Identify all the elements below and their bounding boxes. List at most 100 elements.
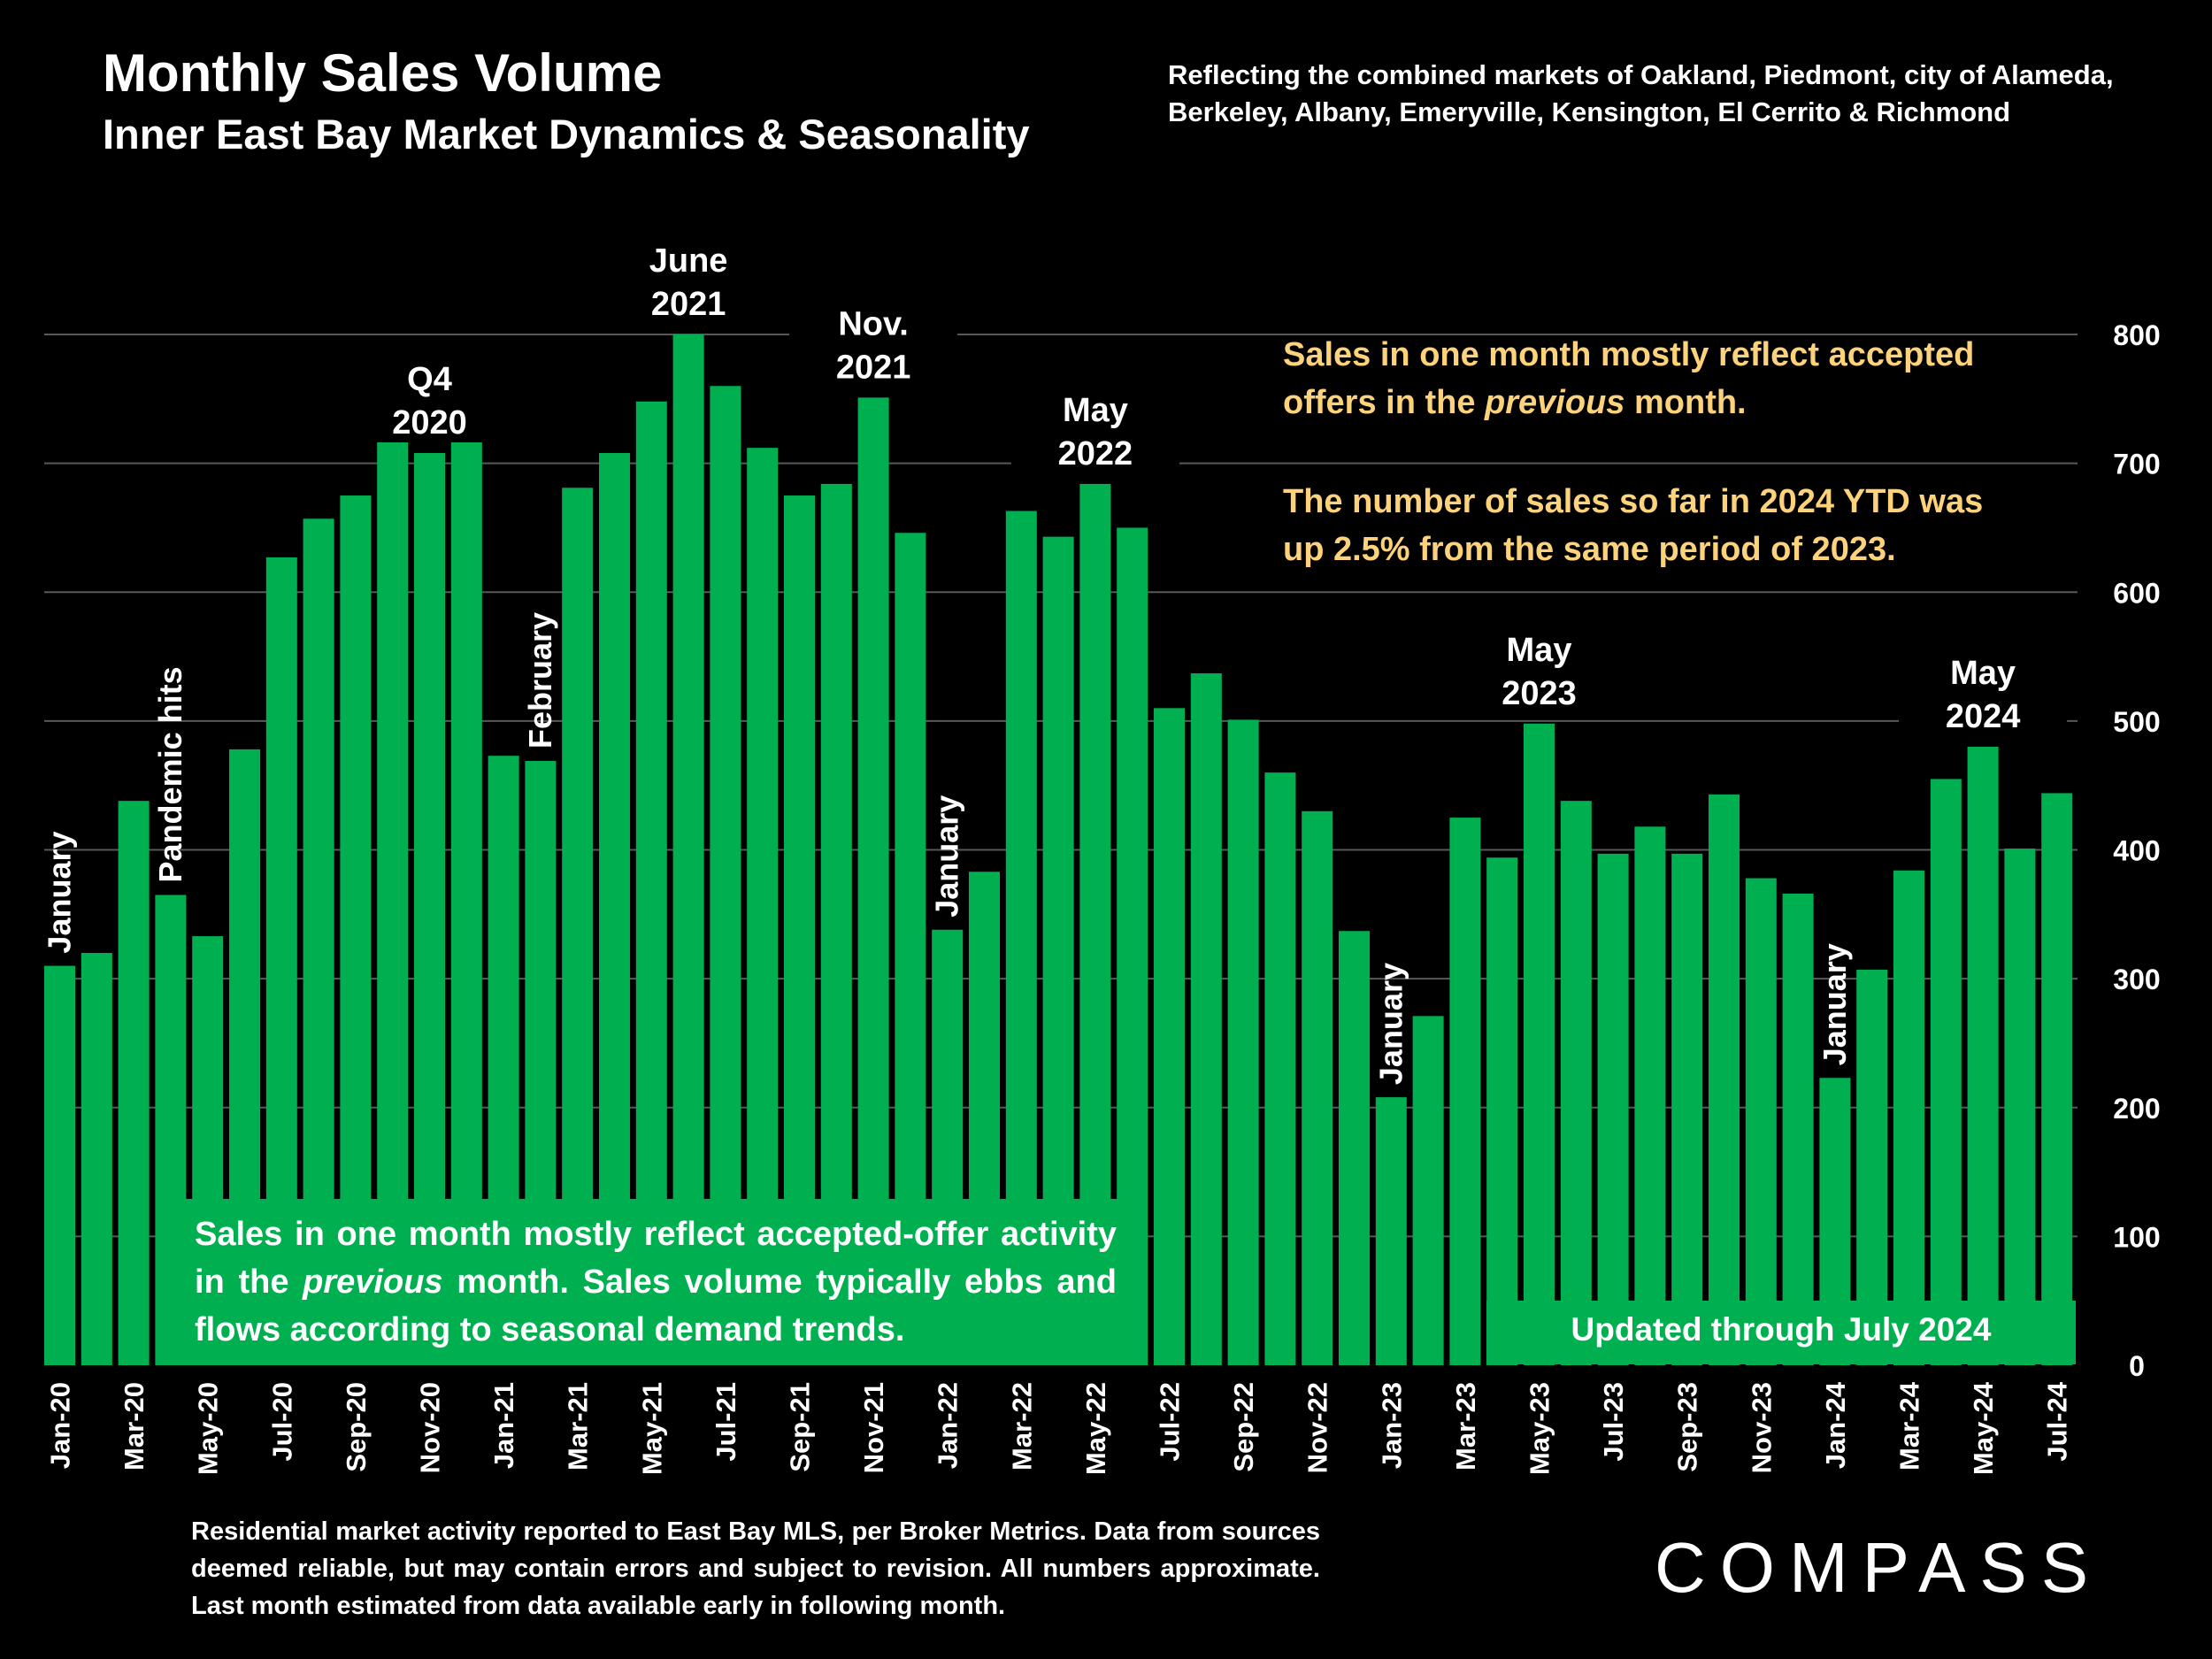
note-ytd-change: The number of sales so far in 2024 YTD w… bbox=[1283, 478, 2115, 573]
annotation-label: May bbox=[1063, 392, 1128, 429]
note-line-2: offers in the previous month. bbox=[1283, 379, 2115, 426]
bar-Apr-23 bbox=[1486, 857, 1518, 1365]
chart-subtitle: Inner East Bay Market Dynamics & Seasona… bbox=[103, 111, 1030, 157]
x-tick-label: Jan-20 bbox=[45, 1382, 76, 1469]
bars bbox=[44, 334, 2073, 1366]
x-axis-ticks: Jan-20 Mar-20 May-20 Jul-20 Sep-20 Nov-20 Jan-… bbox=[45, 1381, 2073, 1475]
y-tick-label: 800 bbox=[2113, 319, 2160, 351]
annotation-bg bbox=[1899, 644, 2068, 736]
bar-Jul-23 bbox=[1597, 853, 1629, 1365]
annotation-label: January bbox=[42, 831, 78, 953]
note-line-1: The number of sales so far in 2024 YTD w… bbox=[1283, 483, 1984, 520]
bar-Aug-23 bbox=[1634, 826, 1666, 1365]
x-tick-label: Jan-22 bbox=[933, 1382, 964, 1469]
markets-description: Reflecting the combined markets of Oakla… bbox=[1168, 57, 2159, 131]
note-line-2: up 2.5% from the same period of 2023. bbox=[1283, 531, 1896, 568]
x-tick-label: Sep-22 bbox=[1228, 1382, 1259, 1472]
annotation-label: January bbox=[1816, 943, 1853, 1065]
annotation-label: May bbox=[1507, 632, 1572, 669]
annotation-label: 2021 bbox=[836, 349, 911, 386]
bar-Aug-22 bbox=[1190, 672, 1222, 1365]
x-tick-label: Mar-24 bbox=[1894, 1381, 1925, 1471]
annotation-label: Nov. bbox=[838, 305, 909, 342]
seasonality-box-text: Sales in one month mostly reflect accept… bbox=[195, 1210, 1117, 1354]
bar-Mar-24 bbox=[1893, 870, 1924, 1365]
bar-Jul-22 bbox=[1154, 708, 1185, 1365]
bar-Jul-24 bbox=[2041, 793, 2073, 1365]
y-tick-label: 0 bbox=[2129, 1350, 2145, 1382]
bar-Oct-23 bbox=[1709, 794, 1740, 1365]
bar-Nov-22 bbox=[1302, 810, 1333, 1365]
y-tick-label: 700 bbox=[2113, 449, 2160, 480]
x-tick-label: Jan-21 bbox=[488, 1382, 519, 1469]
bar-Jan-23 bbox=[1375, 1097, 1407, 1365]
bar-Mar-20 bbox=[118, 801, 150, 1365]
x-tick-label: May-20 bbox=[193, 1382, 224, 1475]
bar-Dec-23 bbox=[1782, 894, 1814, 1365]
note-line-1: Sales in one month mostly reflect accept… bbox=[1283, 336, 1975, 373]
x-tick-label: May-24 bbox=[1968, 1381, 1999, 1475]
y-tick-label: 500 bbox=[2113, 706, 2160, 738]
note-text: offers in the bbox=[1283, 384, 1486, 421]
markets-line-1: Reflecting the combined markets of Oakla… bbox=[1168, 59, 2114, 90]
chart-title: Monthly Sales Volume bbox=[103, 43, 663, 103]
y-tick-label: 300 bbox=[2113, 964, 2160, 995]
annotation-label: January bbox=[929, 795, 965, 918]
bar-Jun-23 bbox=[1560, 801, 1592, 1365]
x-tick-label: Nov-20 bbox=[415, 1382, 446, 1473]
annotation-label: Pandemic hits bbox=[152, 666, 188, 882]
annotation-label: 2022 bbox=[1058, 435, 1133, 472]
x-tick-label: Jul-22 bbox=[1155, 1382, 1186, 1462]
y-tick-label: 200 bbox=[2113, 1093, 2160, 1125]
annotation-label: June bbox=[649, 242, 728, 280]
annotation-bg bbox=[1010, 380, 1179, 473]
bar-Oct-22 bbox=[1264, 772, 1296, 1365]
annotation-label: Q4 bbox=[407, 361, 452, 398]
x-tick-label: Nov-23 bbox=[1746, 1382, 1777, 1473]
bar-Jun-21 bbox=[672, 334, 704, 1365]
bar-Feb-24 bbox=[1856, 969, 1888, 1365]
y-tick-label: 100 bbox=[2113, 1221, 2160, 1253]
annotation-bg bbox=[789, 295, 958, 388]
box-text: month. Sales volume typically ebbs and f… bbox=[195, 1263, 1117, 1348]
annotation-label: 2021 bbox=[651, 286, 726, 323]
footer-disclaimer: Residential market activity reported to … bbox=[191, 1517, 1320, 1620]
x-tick-label: Mar-21 bbox=[563, 1382, 594, 1471]
x-tick-label: Mar-22 bbox=[1006, 1382, 1037, 1471]
bar-May-23 bbox=[1524, 723, 1555, 1365]
bar-Sep-22 bbox=[1227, 719, 1259, 1365]
bar-May-24 bbox=[1967, 747, 1999, 1365]
bar-Dec-22 bbox=[1339, 931, 1370, 1365]
x-tick-label: Jan-23 bbox=[1376, 1382, 1407, 1469]
annotation-bg bbox=[1455, 620, 1624, 713]
bar-Mar-23 bbox=[1449, 818, 1481, 1365]
bar-Sep-23 bbox=[1671, 853, 1703, 1365]
bar-Feb-20 bbox=[81, 953, 112, 1365]
annotation-label: 2020 bbox=[392, 404, 467, 442]
x-tick-label: Sep-20 bbox=[341, 1382, 372, 1472]
x-tick-label: Jan-24 bbox=[1820, 1381, 1851, 1469]
updated-badge-bg bbox=[1486, 1301, 2076, 1364]
annotation-bg bbox=[604, 232, 773, 324]
x-tick-label: Sep-23 bbox=[1672, 1382, 1703, 1472]
bar-Jan-20 bbox=[44, 965, 75, 1365]
x-tick-label: Mar-20 bbox=[119, 1382, 150, 1471]
bar-Jun-24 bbox=[2004, 849, 2036, 1365]
markets-line-2: Berkeley, Albany, Emeryville, Kensington… bbox=[1168, 96, 2011, 127]
box-text: Sales in one month mostly reflect accept… bbox=[195, 1216, 1117, 1301]
x-tick-label: May-21 bbox=[636, 1382, 667, 1475]
y-tick-label: 600 bbox=[2113, 577, 2160, 609]
annotation-label: 2024 bbox=[1946, 698, 2021, 735]
compass-logo: COMPASS bbox=[1655, 1528, 2103, 1607]
x-tick-label: May-22 bbox=[1080, 1382, 1111, 1475]
bar-Feb-23 bbox=[1412, 1016, 1444, 1365]
note-accepted-offers: Sales in one month mostly reflect accept… bbox=[1283, 331, 2115, 426]
y-axis-ticks: 0 100 200 300 400 500 600 700 800 bbox=[2113, 319, 2160, 1382]
updated-badge: Updated through July 2024 bbox=[1571, 1311, 1992, 1348]
x-tick-label: Jul-21 bbox=[710, 1382, 741, 1462]
x-tick-label: Jul-24 bbox=[2042, 1381, 2073, 1461]
seasonality-box-bg bbox=[159, 1199, 1140, 1365]
annotation-label: February bbox=[522, 612, 558, 749]
x-tick-label: Mar-23 bbox=[1450, 1382, 1481, 1471]
